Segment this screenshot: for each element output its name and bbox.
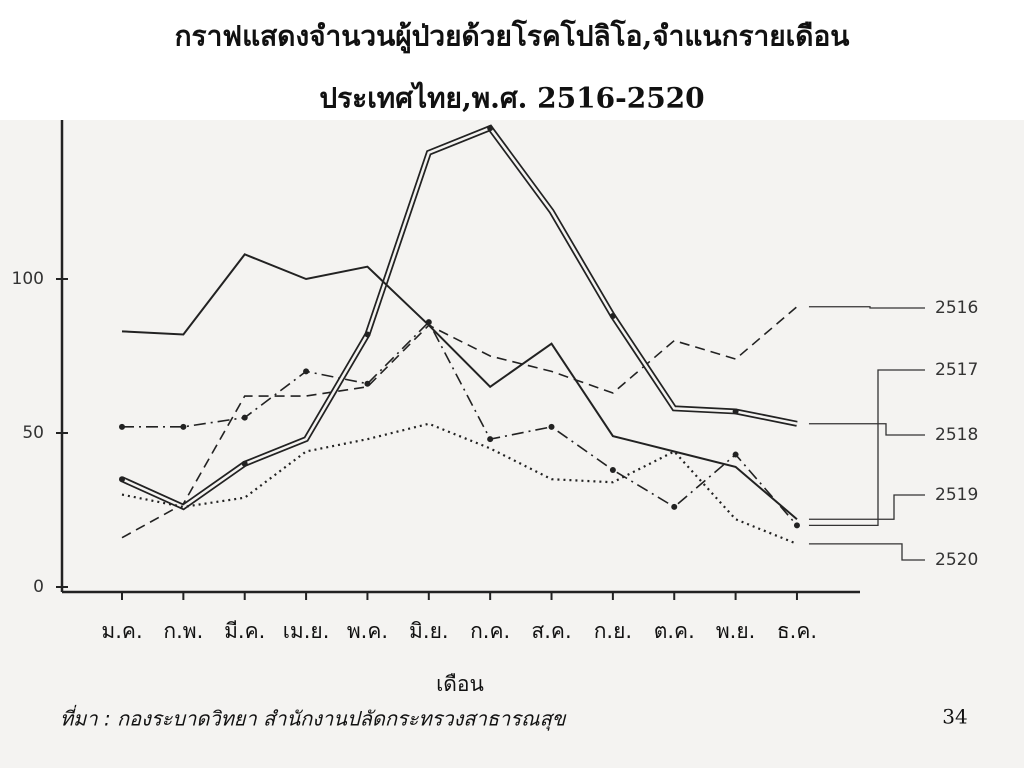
point-marker xyxy=(241,414,248,421)
legend-label: 2519 xyxy=(935,485,978,505)
point-marker xyxy=(732,451,739,458)
x-tick-label: ส.ค. xyxy=(531,619,571,643)
point-marker xyxy=(364,331,371,338)
point-marker xyxy=(180,423,187,430)
legend-label: 2516 xyxy=(935,298,978,318)
series-line xyxy=(121,306,798,539)
chart-subtitle: ประเทศไทย,พ.ศ. 2516-2520 xyxy=(319,82,704,115)
series-line xyxy=(122,320,798,526)
x-tick-label: ธ.ค. xyxy=(777,619,817,643)
point-marker xyxy=(732,408,739,415)
legend-leader xyxy=(808,369,925,527)
y-tick-label: 50 xyxy=(22,423,44,443)
y-tick-label: 0 xyxy=(33,577,44,597)
page-number: 34 xyxy=(942,705,967,729)
point-marker xyxy=(303,368,310,375)
series-line xyxy=(121,422,798,545)
series-line xyxy=(121,253,798,521)
legend-label: 2517 xyxy=(935,360,978,380)
point-marker xyxy=(119,423,125,430)
point-marker xyxy=(793,522,800,529)
x-tick-label: ต.ค. xyxy=(654,619,695,643)
legend-leader xyxy=(808,423,925,436)
point-marker xyxy=(241,460,248,467)
point-marker xyxy=(487,125,494,132)
x-tick-label: ก.พ. xyxy=(163,619,203,643)
point-marker xyxy=(671,503,678,510)
x-tick-label: พ.ค. xyxy=(347,619,388,643)
scan-background xyxy=(0,120,1024,768)
x-tick-label: พ.ย. xyxy=(716,619,756,643)
point-marker xyxy=(119,476,125,483)
chart-title: กราฟแสดงจำนวนผู้ป่วยด้วยโรคโปลิโอ,จำแนกร… xyxy=(175,19,850,54)
point-marker xyxy=(609,312,616,319)
y-tick-label: 100 xyxy=(12,269,44,289)
legend-label: 2520 xyxy=(935,550,978,570)
legend-leader xyxy=(808,306,925,309)
x-tick-label: ก.ย. xyxy=(594,619,632,643)
legend-leader xyxy=(808,494,925,520)
legend-leader xyxy=(808,543,925,561)
x-tick-label: มี.ค. xyxy=(224,619,265,643)
point-marker xyxy=(609,466,616,473)
point-marker xyxy=(487,436,494,443)
x-axis-label: เดือน xyxy=(436,672,484,696)
x-tick-label: ม.ค. xyxy=(101,619,142,643)
x-tick-label: เม.ย. xyxy=(283,619,330,643)
source-note: ที่มา : กองระบาดวิทยา สำนักงานปลัดกระทรว… xyxy=(60,705,567,732)
point-marker xyxy=(364,380,371,387)
series-line-inner xyxy=(121,126,798,509)
point-marker xyxy=(548,423,555,430)
x-tick-label: ก.ค. xyxy=(470,619,510,643)
legend-label: 2518 xyxy=(935,425,978,445)
x-tick-label: มิ.ย. xyxy=(409,619,449,643)
